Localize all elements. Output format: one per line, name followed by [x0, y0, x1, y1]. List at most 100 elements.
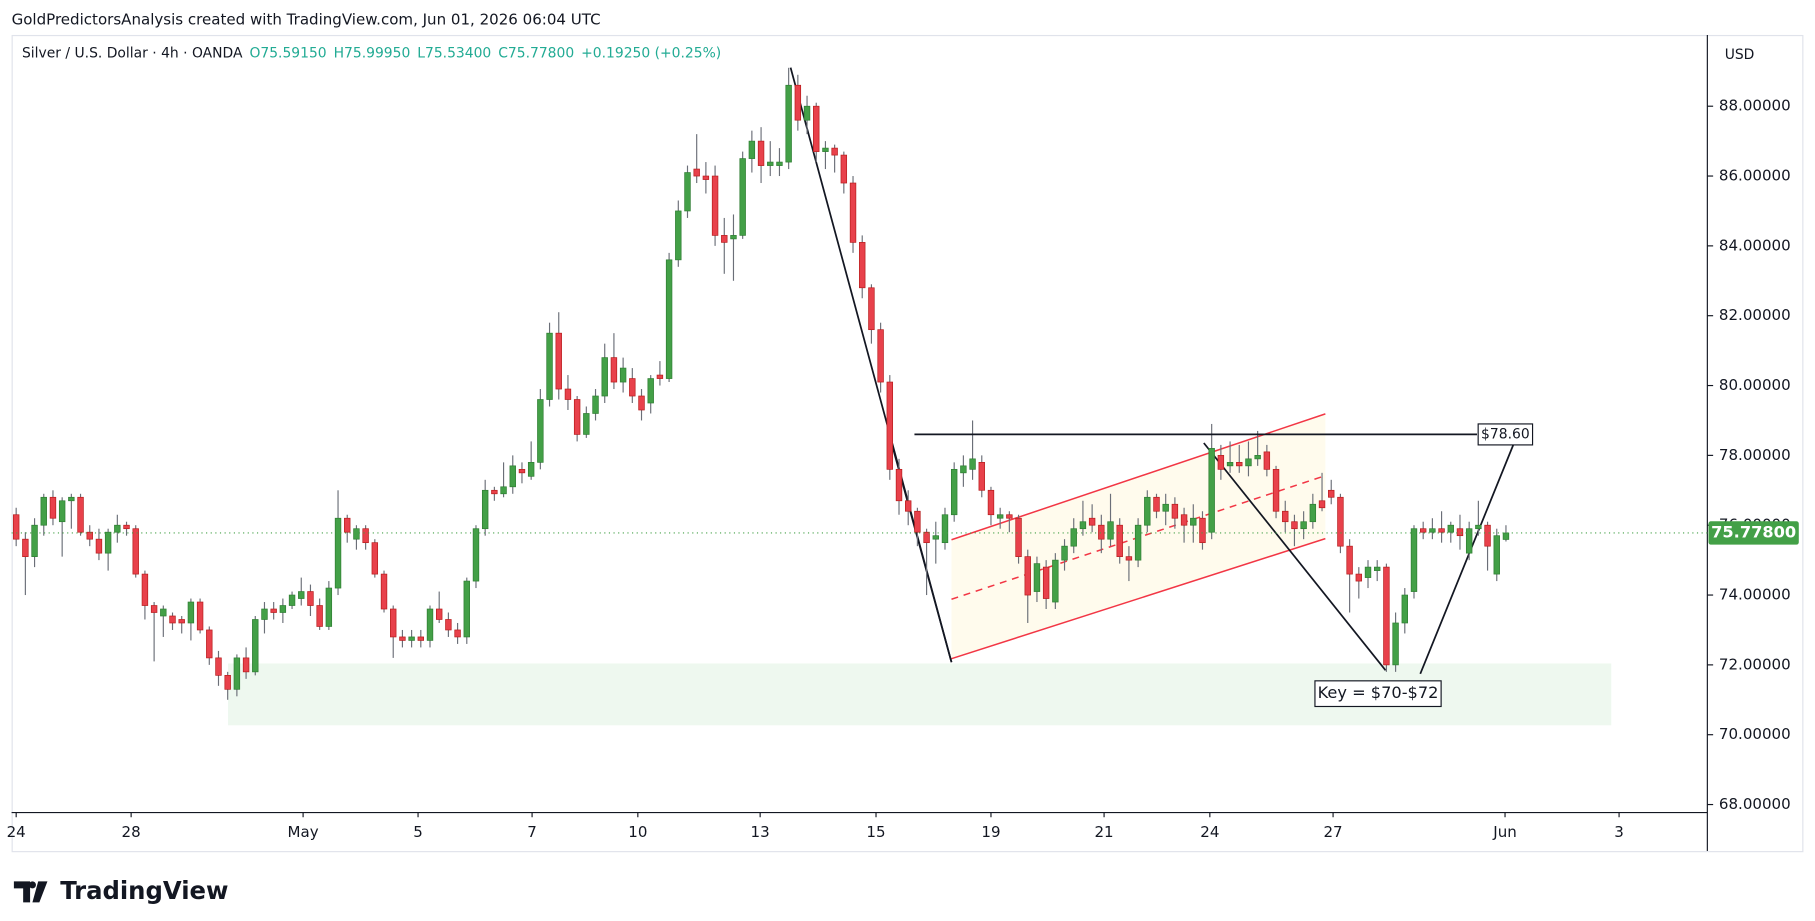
candle-body [1309, 503, 1317, 523]
candle-body [1024, 556, 1031, 596]
candle-body [344, 517, 351, 533]
candle-body [114, 524, 121, 533]
candle-body [417, 636, 425, 641]
candle-body [1236, 462, 1243, 467]
candle-body [647, 378, 654, 404]
logo-mark [13, 881, 48, 903]
candle-body [454, 629, 461, 638]
candle-body [1263, 451, 1271, 470]
candle-body [215, 657, 222, 676]
y-tick-label: 78.00000 [1719, 446, 1791, 464]
legend-value: H75.99950 [334, 46, 411, 62]
x-tick-label: 28 [122, 823, 141, 841]
candle-body [390, 608, 397, 638]
candle-body [546, 332, 553, 400]
candle-body [748, 140, 756, 159]
candle-body [233, 657, 241, 690]
candle-body [1410, 528, 1418, 592]
resistance-label: $78.60 [1481, 426, 1530, 442]
candle-body [656, 374, 664, 379]
x-tick-label: 7 [527, 823, 537, 841]
candle-body [463, 580, 470, 638]
channel-lower [951, 537, 1326, 660]
candle-body [123, 524, 130, 530]
candle-body [1033, 563, 1041, 592]
trend-line [1419, 442, 1515, 675]
legend-value: C75.77800 [498, 46, 574, 62]
brand-name: TradingView [60, 876, 228, 905]
candle-body [509, 465, 516, 488]
brand-logo: TradingView [13, 876, 228, 905]
candle-body [481, 489, 489, 530]
candle-body [849, 182, 857, 243]
candle-body [583, 413, 590, 435]
candle-body [500, 486, 507, 495]
candle-body [1291, 521, 1298, 530]
candle-body [435, 608, 443, 620]
candle-body [1107, 521, 1114, 540]
candle-body [822, 147, 829, 152]
candle-body [675, 210, 682, 261]
candle-body [1042, 566, 1050, 599]
candle-body [950, 468, 958, 516]
candle-body [334, 517, 342, 589]
y-tick-label: 84.00000 [1719, 236, 1791, 254]
candle-body [923, 531, 930, 544]
candle-body [1328, 489, 1335, 498]
candle-body [1502, 532, 1510, 540]
legend-value: L75.53400 [417, 46, 491, 62]
candle-body [196, 601, 204, 631]
x-tick-label: 3 [1614, 823, 1624, 841]
candle-body [813, 105, 820, 152]
candle-body [1484, 524, 1491, 547]
candle-body [996, 514, 1004, 519]
candle-body [711, 175, 719, 236]
candle-body [619, 367, 627, 383]
candle-body [252, 619, 259, 673]
candle-body [895, 468, 903, 502]
candle-body [1125, 556, 1133, 561]
candle-body [1006, 514, 1013, 519]
candle-body [1088, 517, 1096, 526]
x-tick-label: 5 [413, 823, 423, 841]
candle-body [380, 573, 388, 610]
candle-body [445, 619, 452, 631]
candle-body [49, 496, 57, 519]
candle-body [1392, 622, 1399, 666]
candle-body [169, 615, 176, 624]
candle-body [757, 140, 765, 166]
candle-body [684, 172, 691, 212]
candle-body [601, 357, 608, 397]
chart-frame [11, 34, 1804, 853]
candle-body [1364, 566, 1372, 578]
candle-body [1346, 545, 1353, 575]
legend-value: O75.59150 [249, 46, 326, 62]
candle-body [960, 465, 967, 474]
candle-body [721, 235, 728, 243]
resistance-label-box [1477, 423, 1534, 446]
candle-body [58, 500, 66, 523]
candle-body [22, 538, 29, 557]
symbol: Silver / U.S. Dollar · 4h · OANDA [22, 46, 243, 62]
candle-body [1419, 528, 1427, 533]
candle-body [408, 636, 415, 641]
candle-body [1254, 455, 1261, 460]
candle-body [95, 538, 103, 554]
candle-body [1383, 566, 1390, 666]
candle-body [573, 399, 581, 435]
candle-body [1438, 528, 1445, 533]
candle-body [31, 524, 38, 557]
candle-body [739, 158, 746, 236]
candle-body [1282, 510, 1289, 523]
legend-value: +0.19250 (+0.25%) [581, 46, 721, 62]
candle-body [325, 587, 333, 627]
candle-body [160, 608, 167, 617]
candle-body [353, 528, 360, 540]
candle-body [914, 510, 921, 533]
candle-body [1447, 524, 1454, 533]
candle-body [776, 161, 783, 166]
y-tick-label: 82.00000 [1719, 306, 1791, 324]
candle-body [785, 84, 792, 163]
